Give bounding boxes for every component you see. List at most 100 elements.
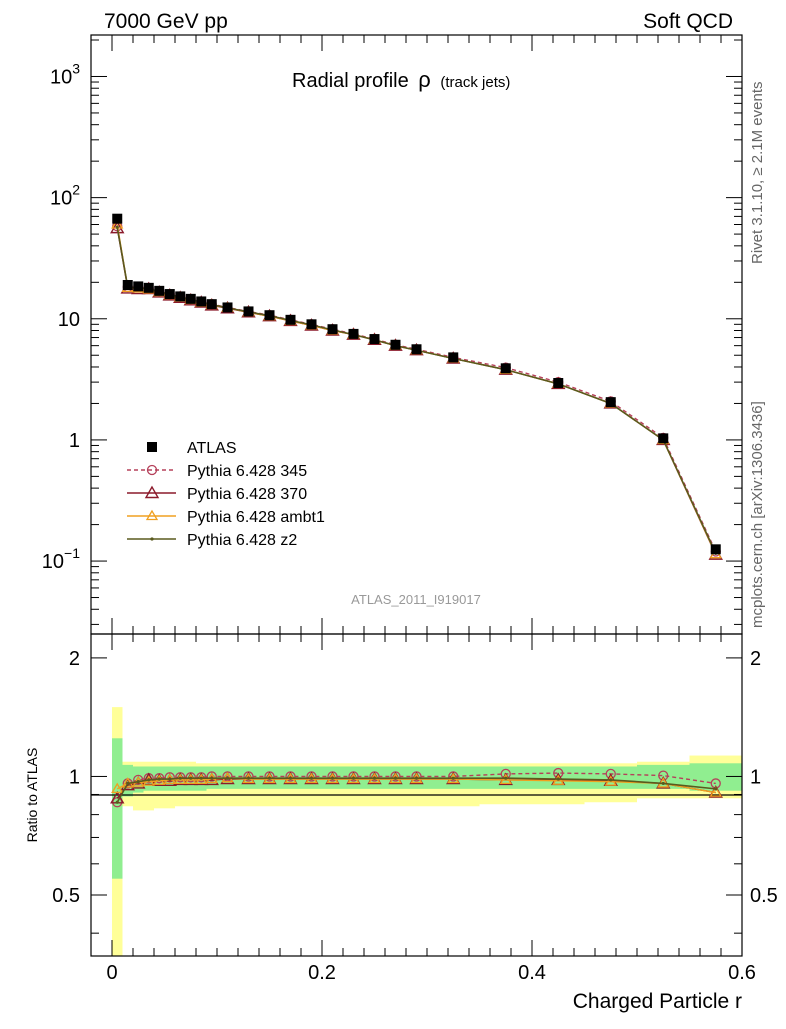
data-point-data	[175, 291, 186, 302]
data-point-z2	[147, 778, 151, 782]
y-tick-exponent: −1	[64, 545, 80, 561]
data-point-p345	[133, 774, 144, 786]
data-point-z2	[115, 225, 119, 229]
legend-label: ATLAS	[187, 440, 237, 457]
x-tick-label: 0.2	[308, 962, 336, 984]
legend-marker	[144, 485, 160, 499]
series-ambt1	[111, 218, 722, 559]
header-right: Soft QCD	[643, 10, 733, 33]
band-inner-bin	[112, 738, 123, 879]
side-label-lower: mcplots.cern.ch [arXiv:1306.3436]	[749, 401, 766, 628]
legend-entry-z2: Pythia 6.428 z2	[127, 532, 297, 549]
data-point-z2	[393, 776, 398, 780]
data-point-ambt1	[709, 786, 722, 797]
x-axis-label: Charged Particle r	[573, 990, 742, 1013]
x-tick-label: 0.6	[728, 962, 756, 984]
chart-title: Radial profile ρ (track jets)	[292, 67, 510, 92]
data-point-ambt1	[184, 773, 197, 785]
y-tick-base: 1	[69, 430, 80, 452]
data-point-z2	[210, 776, 214, 780]
data-point-data	[196, 296, 207, 307]
ratio-y-label: Ratio to ATLAS	[24, 748, 40, 843]
legend-entry-data: ATLAS	[147, 440, 237, 457]
data-point-data	[369, 334, 380, 345]
data-point-data	[164, 289, 175, 300]
data-point-z2	[267, 776, 272, 780]
data-point-z2	[246, 776, 251, 780]
legend-marker	[150, 537, 154, 541]
ratio-y-tick-label-right: 0.5	[750, 885, 778, 907]
main-series-group	[110, 213, 723, 560]
data-point-z2	[351, 776, 356, 780]
y-tick-label: 1	[69, 430, 80, 452]
y-tick-base: 10	[50, 188, 72, 210]
data-point-data	[390, 339, 401, 350]
data-point-data	[448, 352, 459, 363]
legend-label: Pythia 6.428 370	[187, 486, 307, 503]
data-point-data	[285, 314, 296, 325]
chart-title-text: Radial profile	[292, 70, 409, 92]
y-tick-exponent: 2	[72, 182, 80, 198]
data-point-p345	[164, 772, 175, 783]
data-point-data	[411, 344, 422, 355]
data-point-data	[133, 281, 144, 292]
data-point-z2	[288, 776, 293, 780]
data-point-data	[222, 302, 233, 313]
series-line-z2	[116, 777, 716, 803]
series-line-z2	[116, 227, 717, 554]
y-tick-base: 10	[58, 309, 80, 331]
legend-entry-p370: Pythia 6.428 370	[127, 485, 307, 503]
data-point-z2	[609, 778, 613, 782]
data-point-z2	[556, 777, 560, 781]
ratio-y-tick-label-right: 2	[750, 648, 761, 670]
legend-marker	[147, 442, 157, 452]
series-line-ambt1	[116, 777, 716, 794]
ratio-uncertainty-bands	[112, 707, 742, 956]
data-point-z2	[372, 776, 377, 780]
data-point-data	[306, 319, 317, 330]
data-point-z2	[126, 781, 130, 786]
data-point-data	[658, 433, 669, 444]
ratio-y-tick-label-right: 1	[750, 766, 761, 788]
data-point-z2	[225, 776, 230, 780]
ratio-y-tick-label: 1	[69, 766, 80, 788]
data-point-z2	[714, 787, 718, 791]
data-point-data	[605, 397, 616, 408]
legend-marker	[145, 509, 159, 521]
data-point-z2	[178, 776, 182, 780]
ratio-frame	[90, 633, 743, 957]
data-point-p345	[206, 771, 217, 782]
data-point-z2	[504, 776, 508, 780]
x-tick-label: 0.4	[518, 962, 546, 984]
data-point-z2	[168, 777, 172, 781]
legend-entry-p345: Pythia 6.428 345	[127, 463, 307, 480]
side-label-upper: Rivet 3.1.10, ≥ 2.1M events	[749, 82, 766, 265]
data-point-data	[185, 293, 196, 304]
data-point-data	[327, 324, 338, 335]
data-point-ambt1	[111, 782, 124, 794]
data-point-data	[206, 299, 217, 310]
data-point-z2	[189, 776, 193, 780]
series-z2	[115, 225, 718, 555]
legend-entry-ambt1: Pythia 6.428 ambt1	[127, 509, 325, 526]
series-data	[112, 213, 721, 555]
legend-label: Pythia 6.428 ambt1	[187, 509, 325, 526]
ratio-series-group	[110, 767, 723, 808]
legend: ATLAS Pythia 6.428 345 Pythia 6.428 370 Pyt…	[127, 440, 325, 549]
data-point-ambt1	[195, 773, 208, 785]
data-point-data	[348, 328, 359, 339]
data-point-z2	[330, 776, 335, 780]
data-point-z2	[661, 781, 665, 786]
data-point-data	[500, 363, 511, 374]
series-z2-ratio	[115, 776, 718, 804]
chart-title-symbol: ρ	[418, 67, 431, 92]
y-tick-label: 102	[50, 182, 80, 210]
data-point-p345	[658, 770, 669, 781]
data-point-data	[143, 282, 154, 293]
series-line-p370	[116, 228, 717, 555]
legend-label: Pythia 6.428 345	[187, 463, 307, 480]
data-point-z2	[414, 776, 419, 780]
data-point-data	[553, 378, 564, 389]
